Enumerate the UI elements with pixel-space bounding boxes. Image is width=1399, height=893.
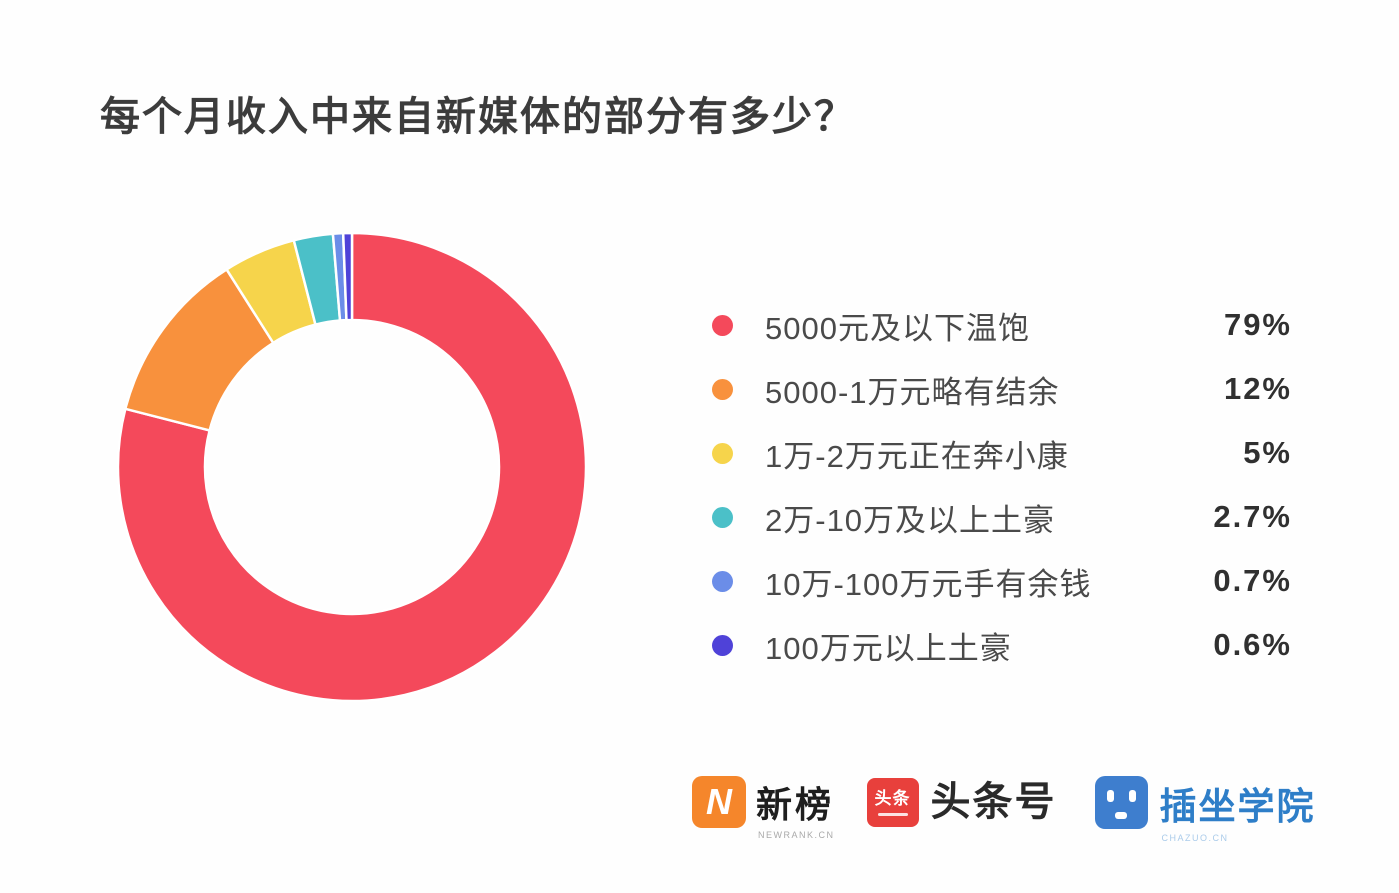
- legend-value: 12%: [1223, 371, 1292, 406]
- donut-chart: [116, 231, 588, 703]
- page-title: 每个月收入中来自新媒体的部分有多少？: [100, 95, 856, 139]
- newrank-icon-letter: N: [706, 781, 732, 822]
- legend-label: 10万-100万元手有余钱: [765, 566, 1092, 602]
- legend-dot-icon: [712, 378, 733, 400]
- newrank-logo-subtext: NEWRANK.CN: [758, 830, 835, 840]
- toutiao-icon-bar: [877, 813, 908, 816]
- footer-logos: N 新榜 NEWRANK.CN 头条 头条号 插坐学院 CHAZUO.CN: [692, 776, 1316, 843]
- legend-label: 1万-2万元正在奔小康: [765, 438, 1069, 474]
- chazuo-logo-text-block: 插坐学院 CHAZUO.CN: [1148, 776, 1316, 843]
- newrank-logo-text: 新榜: [756, 784, 835, 825]
- robot-mouth-icon: [1115, 812, 1128, 819]
- legend-row: 5000元及以下温饱 79%: [712, 293, 1292, 357]
- legend-row: 2万-10万及以上土豪 2.7%: [712, 485, 1292, 549]
- toutiao-logo-text: 头条号: [930, 780, 1057, 824]
- toutiao-icon: 头条: [866, 778, 919, 827]
- chart-legend: 5000元及以下温饱 79% 5000-1万元略有结余 12% 1万-2万元正在…: [712, 293, 1292, 677]
- legend-label: 5000元及以下温饱: [765, 310, 1030, 346]
- legend-row: 5000-1万元略有结余 12%: [712, 357, 1292, 421]
- robot-eye-icon: [1128, 790, 1136, 802]
- legend-row: 100万元以上土豪 0.6%: [712, 613, 1292, 677]
- legend-value: 0.6%: [1213, 627, 1292, 662]
- donut-chart-container: [116, 231, 588, 703]
- robot-face-icon: [1094, 776, 1148, 829]
- toutiao-icon-text: 头条: [874, 789, 911, 808]
- donut-slice-0: [116, 231, 588, 703]
- legend-label: 5000-1万元略有结余: [765, 374, 1060, 410]
- legend-value: 2.7%: [1213, 499, 1292, 534]
- legend-value: 0.7%: [1213, 563, 1292, 598]
- legend-dot-icon: [712, 314, 733, 336]
- newrank-logo: N 新榜 NEWRANK.CN: [692, 776, 835, 840]
- legend-value: 79%: [1223, 307, 1292, 342]
- newrank-logo-text-block: 新榜 NEWRANK.CN: [746, 776, 835, 840]
- legend-row: 10万-100万元手有余钱 0.7%: [712, 549, 1292, 613]
- legend-label: 2万-10万及以上土豪: [765, 502, 1056, 538]
- legend-value: 5%: [1243, 435, 1292, 470]
- toutiao-logo: 头条 头条号: [866, 776, 1057, 828]
- newrank-n-icon: N: [692, 776, 746, 828]
- legend-row: 1万-2万元正在奔小康 5%: [712, 421, 1292, 485]
- legend-dot-icon: [712, 442, 733, 464]
- legend-dot-icon: [712, 506, 733, 528]
- chazuo-logo-text: 插坐学院: [1159, 786, 1316, 827]
- chazuo-logo: 插坐学院 CHAZUO.CN: [1094, 776, 1316, 843]
- legend-label: 100万元以上土豪: [765, 630, 1012, 666]
- robot-eye-icon: [1106, 790, 1114, 802]
- donut-slice-5: [341, 231, 354, 322]
- legend-dot-icon: [712, 634, 733, 656]
- legend-dot-icon: [712, 570, 733, 592]
- chazuo-logo-subtext: CHAZUO.CN: [1161, 833, 1229, 843]
